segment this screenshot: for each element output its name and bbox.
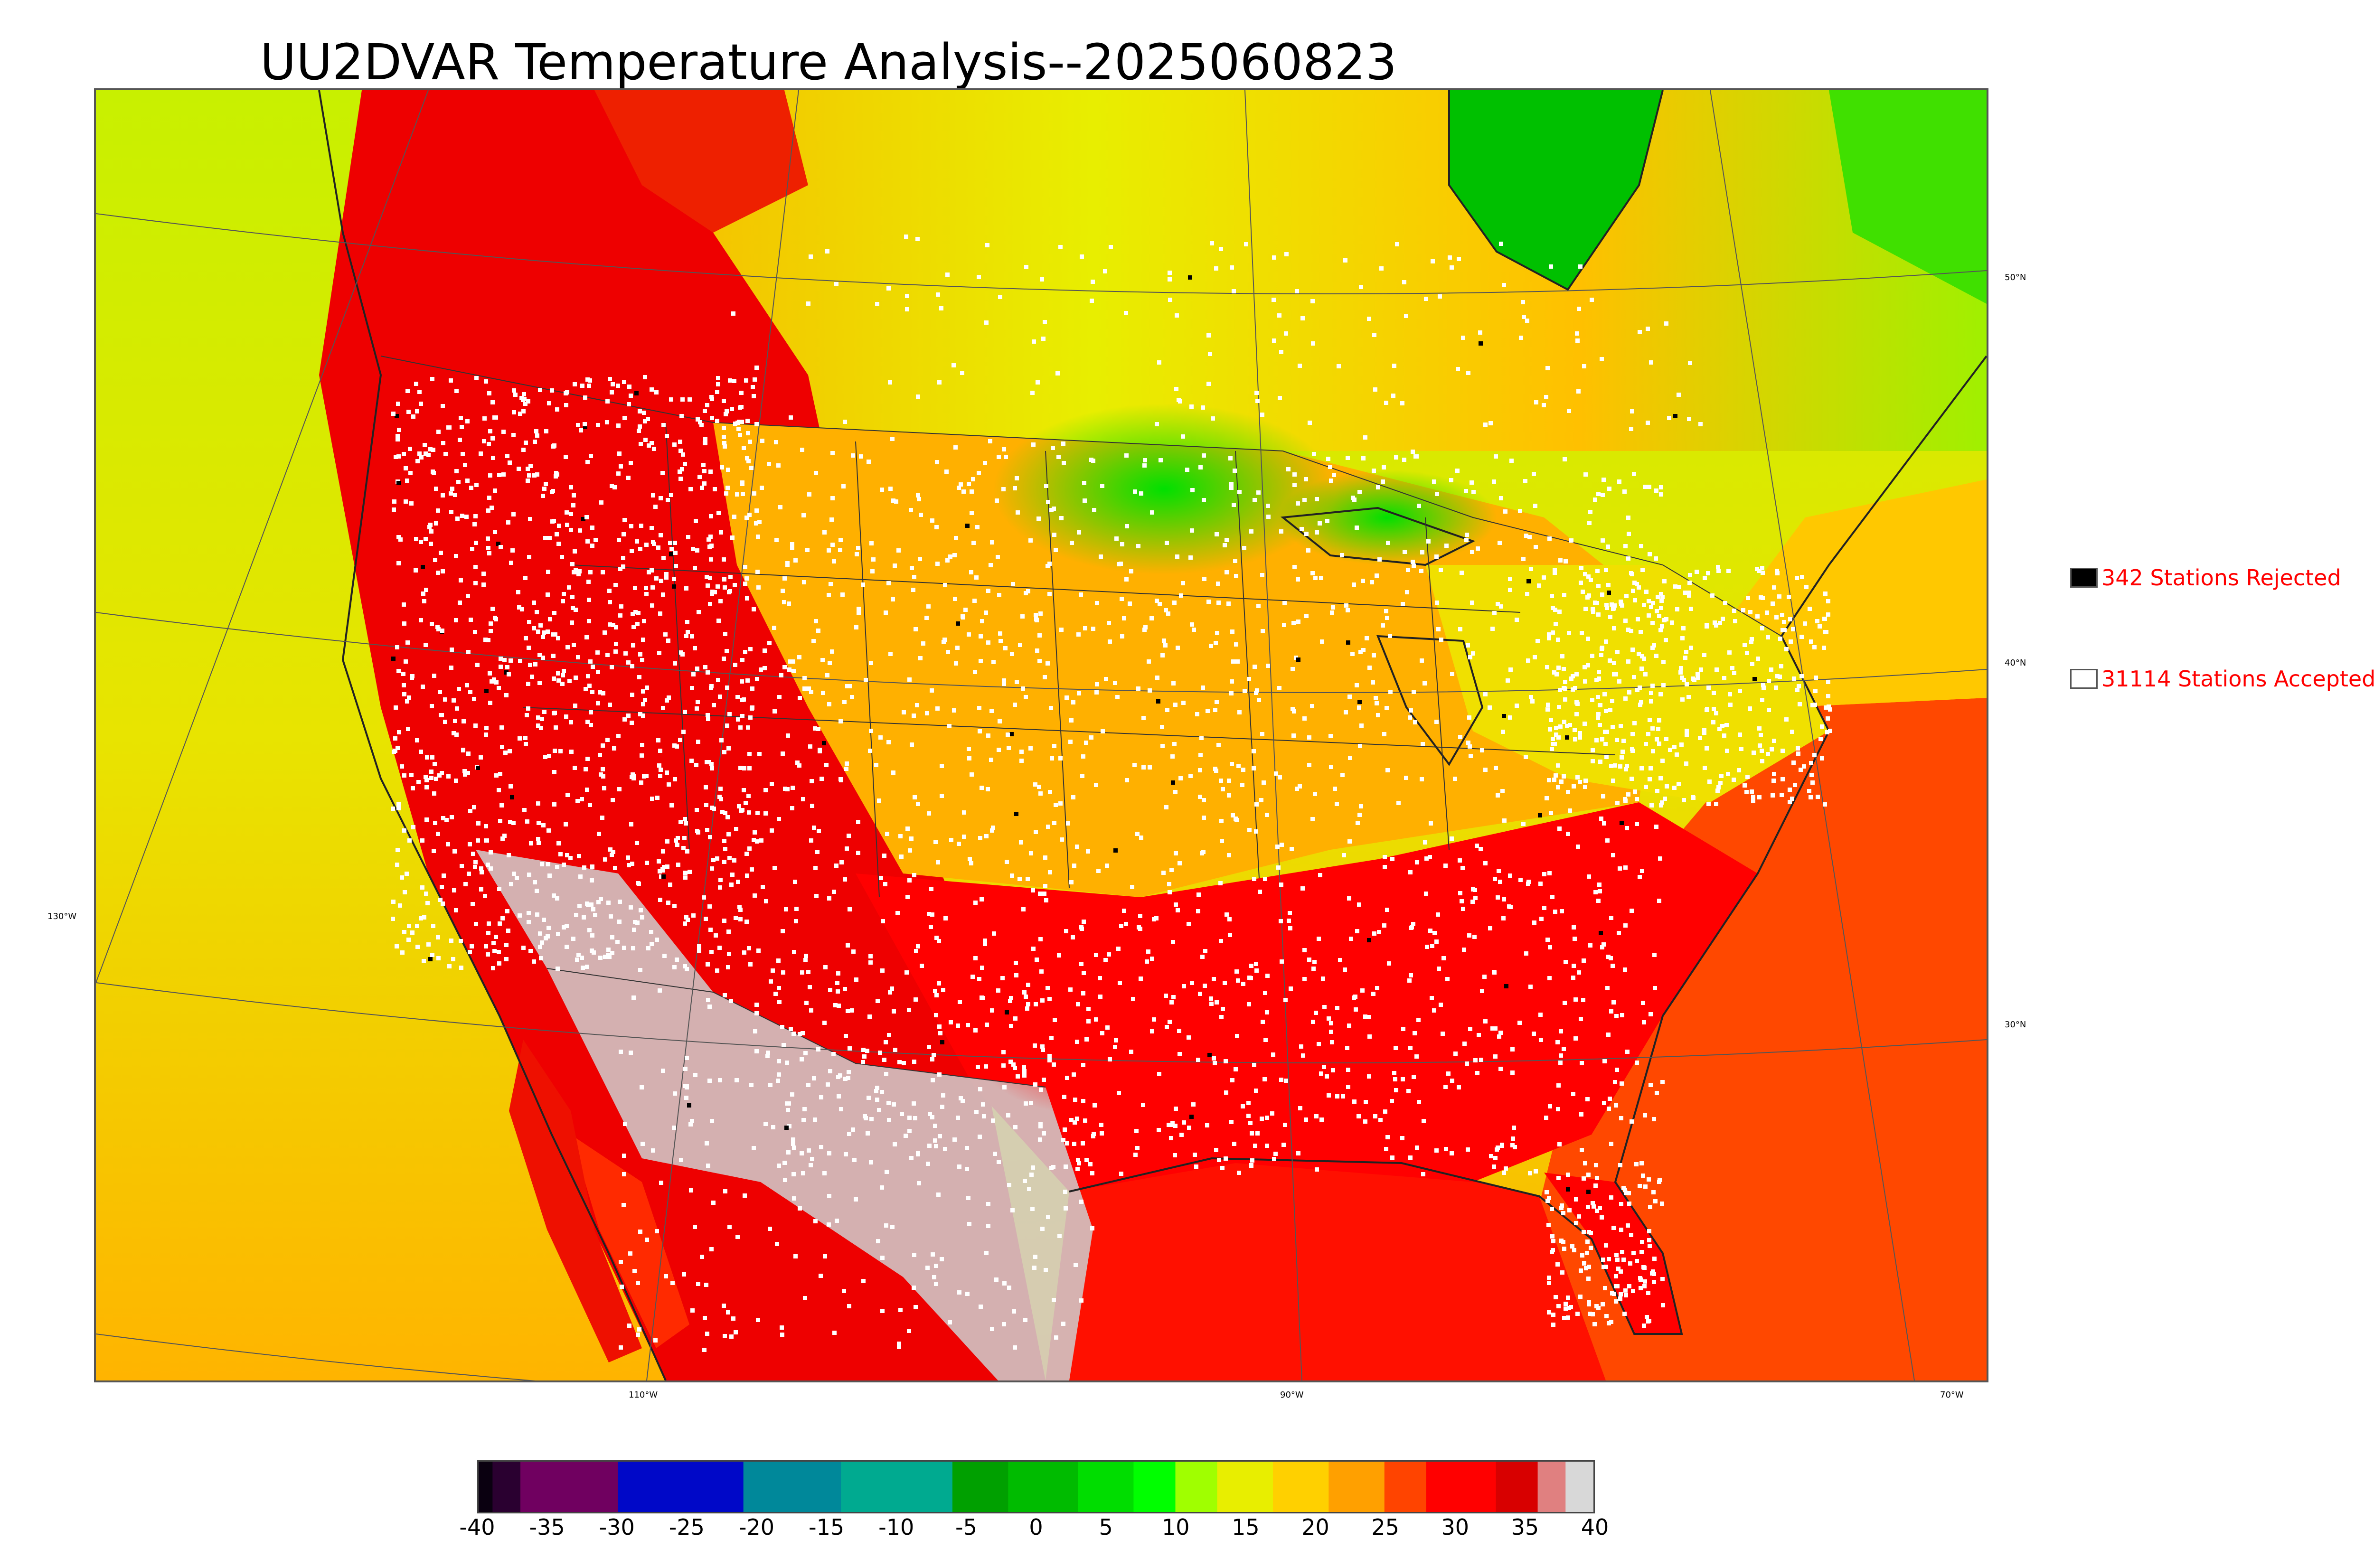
graticule (96, 90, 1987, 1380)
lat-label-40n: 40°N (2005, 658, 2026, 668)
colorbar-band-10 (1175, 1462, 1218, 1512)
lat-label-50n: 50°N (2005, 272, 2026, 282)
lon-label-90w: 90°W (1280, 1390, 1304, 1400)
colorbar-tick-label: -35 (529, 1514, 565, 1540)
colorbar-band-15 (1426, 1462, 1497, 1512)
colorbar-band-2 (520, 1462, 618, 1512)
colorbar-band-14 (1384, 1462, 1427, 1512)
colorbar-tick-label: -30 (599, 1514, 635, 1540)
lon-label-130w: 130°W (47, 911, 77, 921)
temperature-map[interactable] (94, 88, 1988, 1382)
colorbar-tick-label: 0 (1029, 1514, 1043, 1540)
map-canvas (96, 90, 1987, 1380)
colorbar-tick-label: 30 (1441, 1514, 1470, 1540)
colorbar-band-1 (492, 1462, 521, 1512)
colorbar-tick-label: 40 (1581, 1514, 1609, 1540)
colorbar-band-12 (1272, 1462, 1329, 1512)
colorbar-tick-label: 35 (1511, 1514, 1539, 1540)
legend-accepted-label: 31114 Stations Accepted (2101, 666, 2374, 692)
lon-label-110w: 110°W (629, 1390, 658, 1400)
colorbar-band-7 (1008, 1462, 1078, 1512)
legend-rejected-label: 342 Stations Rejected (2101, 565, 2341, 591)
legend-accepted: 31114 Stations Accepted (2070, 666, 2374, 692)
page-title: UU2DVAR Temperature Analysis--2025060823 (260, 33, 1397, 91)
colorbar-bands (479, 1462, 1593, 1512)
colorbar-tick-label: -20 (738, 1514, 775, 1540)
colorbar (477, 1460, 1595, 1513)
gulf-of-mexico (1046, 1158, 1606, 1380)
legend-rejected-swatch (2070, 568, 2098, 588)
colorbar-band-8 (1078, 1462, 1134, 1512)
colorbar-tick-label: 20 (1301, 1514, 1329, 1540)
colorbar-tick-label: 15 (1232, 1514, 1260, 1540)
colorbar-tick-label: 10 (1161, 1514, 1190, 1540)
colorbar-band-13 (1328, 1462, 1385, 1512)
colorbar-band-17 (1537, 1462, 1566, 1512)
colorbar-band-6 (952, 1462, 1008, 1512)
land-northeast (1425, 565, 1829, 802)
colorbar-band-18 (1565, 1462, 1593, 1512)
colorbar-ticks: -40 -35 -30 -25 -20 -15 -10 -5 0 5 10 15 20 25 30 35 40 (459, 1514, 1609, 1543)
colorbar-tick-label: -5 (955, 1514, 977, 1540)
colorbar-band-0 (479, 1462, 493, 1512)
lon-label-70w: 70°W (1940, 1390, 1964, 1400)
colorbar-tick-label: -40 (459, 1514, 495, 1540)
coastlines (318, 90, 1987, 1380)
station-markers (391, 235, 1832, 1352)
baja (509, 1040, 642, 1362)
green-minnesota (993, 404, 1335, 574)
lat-label-30n: 30°N (2005, 1020, 2026, 1030)
legend-rejected: 342 Stations Rejected (2070, 565, 2341, 591)
colorbar-band-16 (1496, 1462, 1538, 1512)
colorbar-tick-label: -15 (809, 1514, 845, 1540)
colorbar-band-4 (743, 1462, 841, 1512)
atlantic-north (1734, 479, 1987, 707)
canada-northwest-hot (594, 90, 808, 233)
desert-southwest (476, 850, 1093, 1380)
colorbar-band-11 (1217, 1462, 1273, 1512)
colorbar-tick-label: 5 (1099, 1514, 1113, 1540)
gulf-california (571, 1135, 689, 1348)
colorbar-tick-label: 25 (1371, 1514, 1399, 1540)
colorbar-band-9 (1133, 1462, 1176, 1512)
canada-east-green (1829, 90, 1987, 304)
colorbar-tick-label: -10 (878, 1514, 914, 1540)
hot-spot-texas (970, 964, 1216, 1116)
hudson-bay (1449, 90, 1663, 290)
colorbar-band-3 (618, 1462, 744, 1512)
colorbar-tick-label: -25 (669, 1514, 705, 1540)
political-borders (380, 356, 1782, 1088)
green-lake-superior (1278, 470, 1497, 565)
legend-accepted-swatch (2070, 669, 2098, 689)
colorbar-band-5 (841, 1462, 953, 1512)
